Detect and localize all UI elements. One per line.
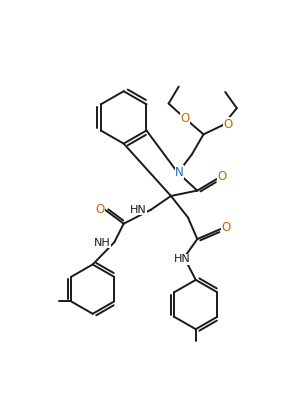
Text: O: O [95,203,104,216]
Text: NH: NH [94,238,111,248]
Text: O: O [224,118,233,131]
Text: N: N [175,166,184,178]
Text: HN: HN [174,254,191,264]
Text: O: O [217,170,227,183]
Text: O: O [180,112,189,125]
Text: HN: HN [130,205,146,215]
Text: O: O [221,221,231,234]
